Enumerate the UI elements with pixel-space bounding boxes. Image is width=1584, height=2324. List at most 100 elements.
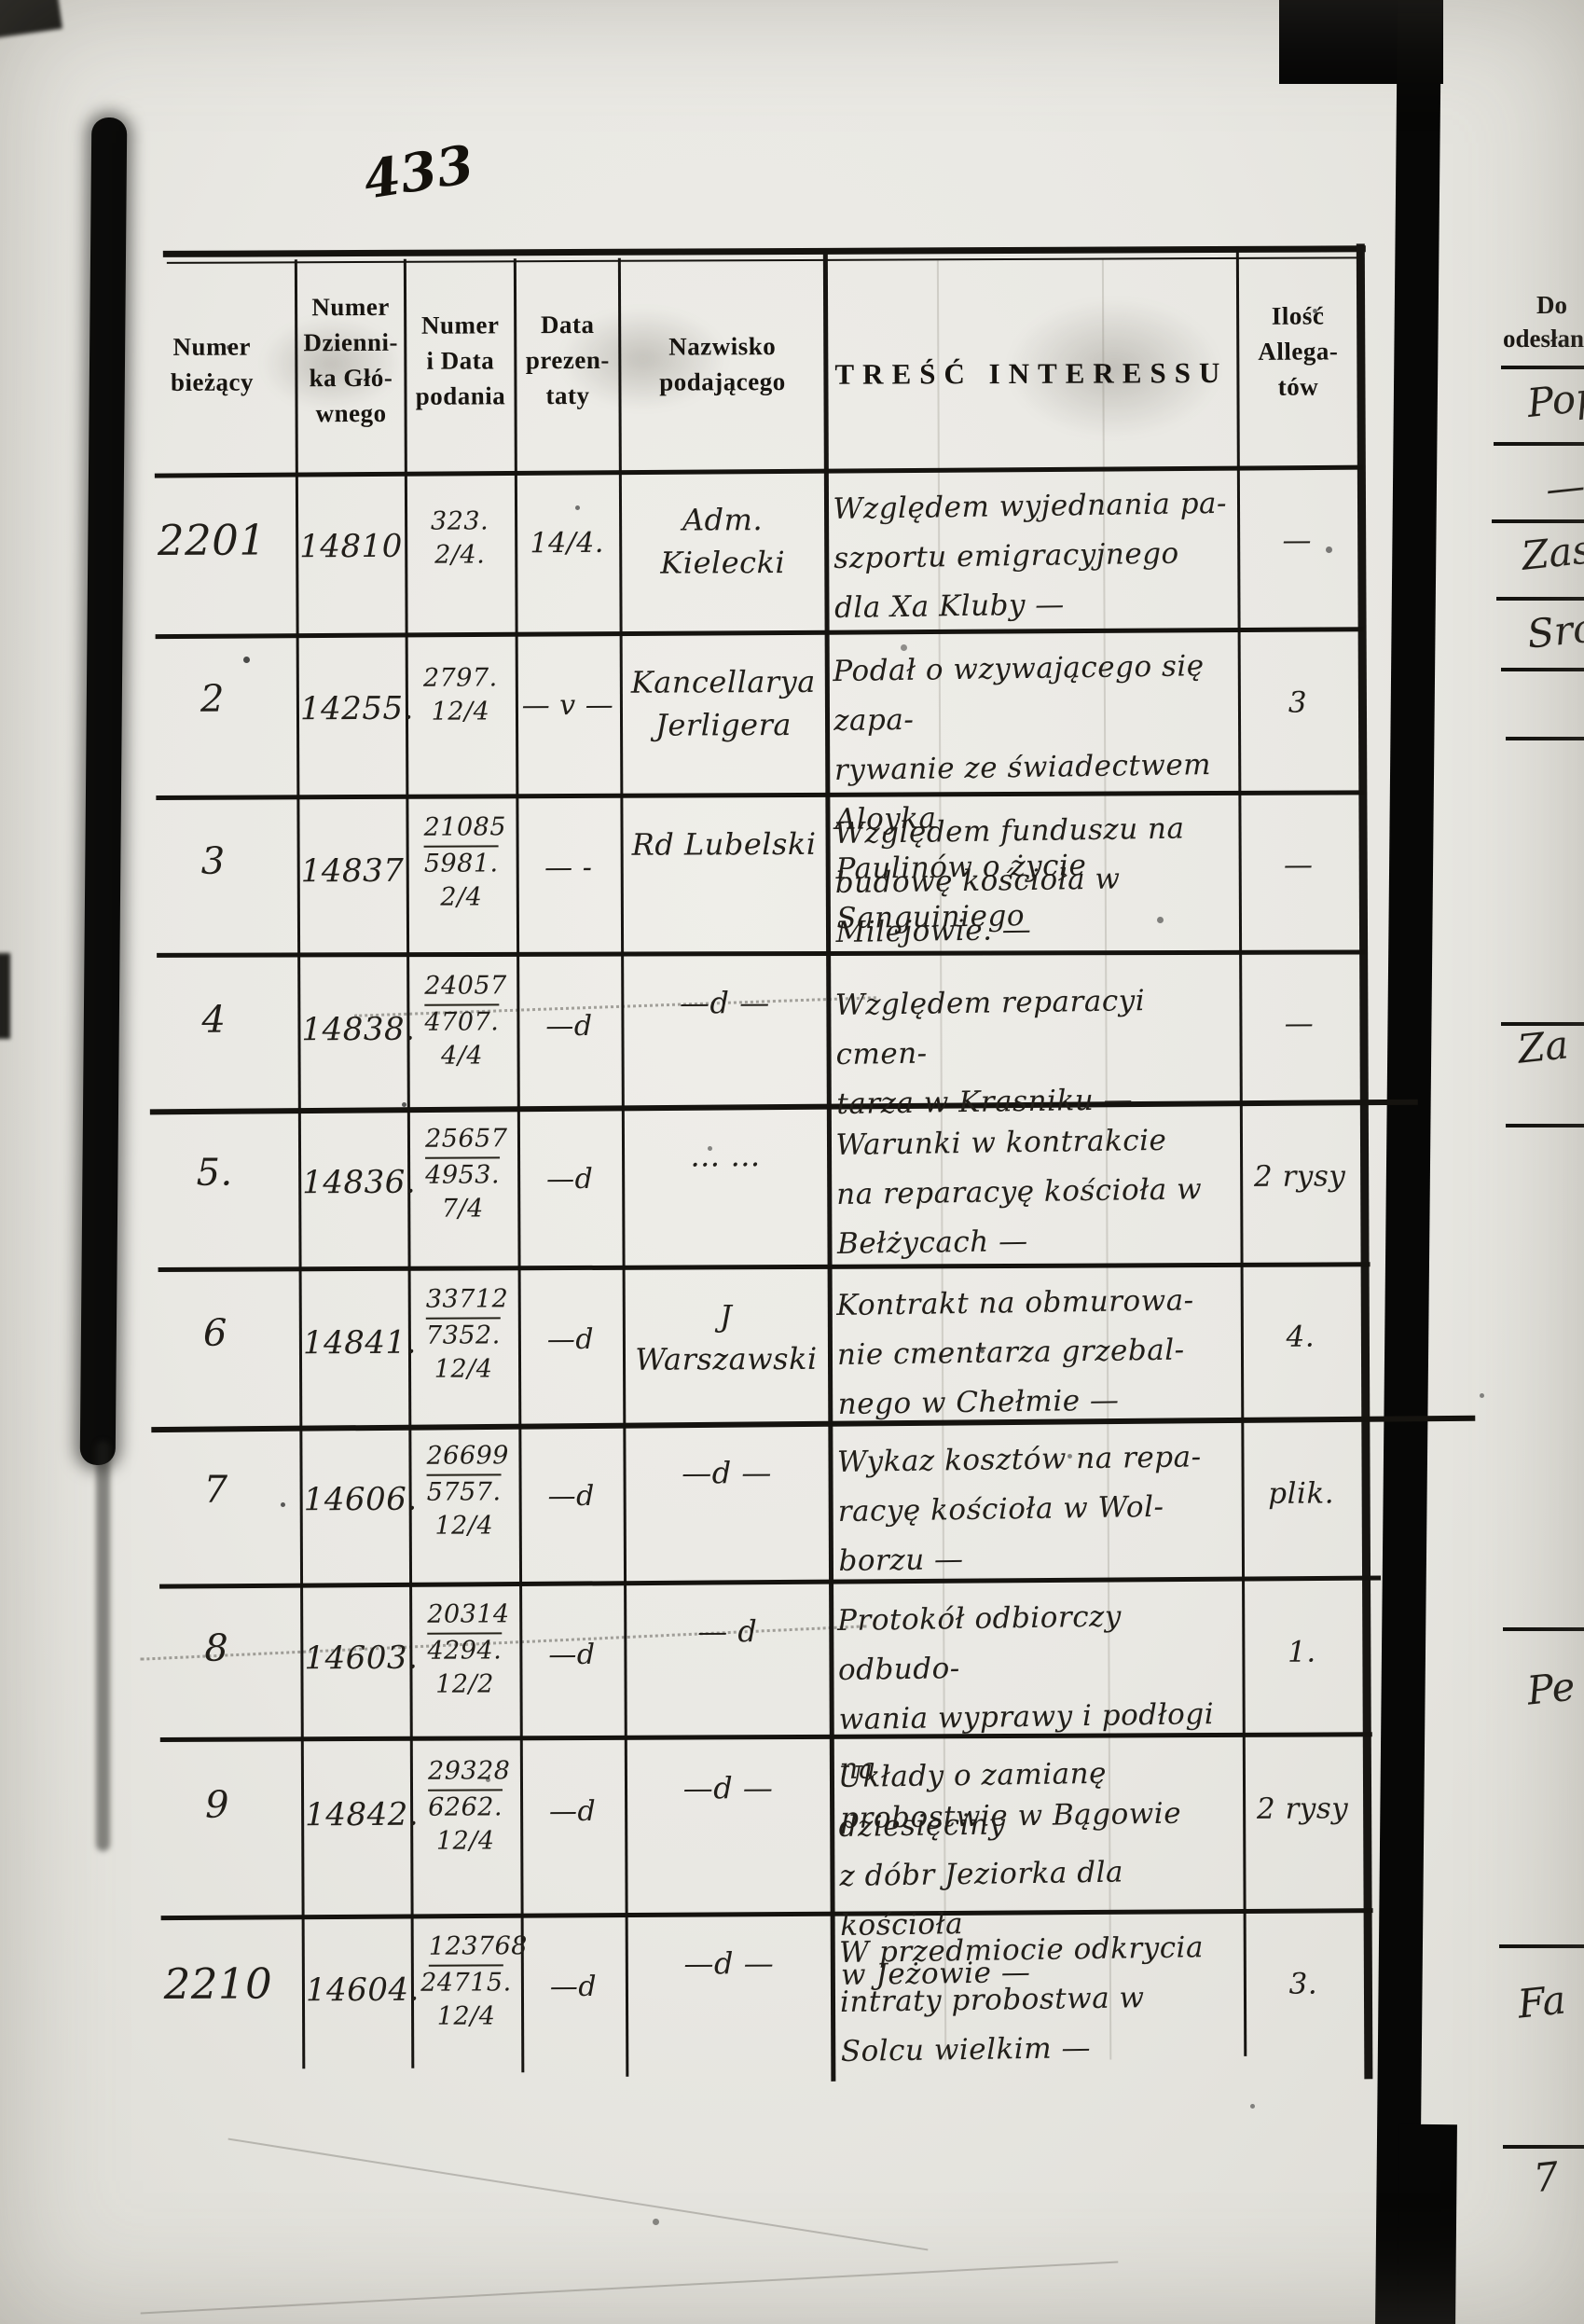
attachments-count: 2 rysy: [1253, 1159, 1346, 1194]
case-subject: W przedmiocie odkrycia intraty probostwa…: [838, 1930, 1205, 2069]
facing-rule: [1501, 366, 1584, 369]
book-gutter-shadow-tail: [96, 1441, 110, 1851]
entry-number: 3: [200, 839, 226, 883]
attachments-count: —: [1284, 1006, 1315, 1041]
submission-number-date: 21085 5981. 2/4: [407, 810, 514, 914]
case-subject: Warunki w kontrakcie na reparacyę kościo…: [835, 1123, 1203, 1262]
submission-number-line: 12/4: [434, 1354, 493, 1384]
table-row: 5. 14836. 25657 4953. 7/4 —d … … Warunki…: [1, 1110, 1584, 1275]
facing-rule: [1506, 1124, 1584, 1127]
attachments-count: 4.: [1286, 1320, 1315, 1354]
submission-number-date: 123768 24715. 12/4: [413, 1930, 528, 2033]
attachments-count: 1.: [1288, 1635, 1316, 1669]
entry-number: 2210: [163, 1958, 273, 2009]
facing-header-do: Do: [1536, 291, 1567, 319]
submitter-name: — d: [697, 1613, 758, 1650]
entry-number: 2: [200, 677, 225, 721]
facing-rule: [1506, 737, 1584, 740]
submission-number-line: 24715.: [420, 1968, 512, 1998]
table-row: 9 14842. 29328 6262. 12/4 —d —d — Układy…: [4, 1742, 1584, 1992]
table-row: 6 14841. 33712 7352. 12/4 —d J Warszawsk…: [2, 1270, 1584, 1435]
table-row: 8 14603. 20314 4294. 12/2 —d — d Protokó…: [3, 1585, 1584, 1835]
entry-number: 8: [204, 1626, 229, 1670]
presentation-date: —d: [545, 1162, 594, 1197]
submission-number-line: 5757.: [426, 1477, 502, 1507]
submission-number-date: 323. 2/4.: [406, 505, 513, 572]
submission-number-line: 26699: [426, 1439, 509, 1476]
submission-number-date: 25657 4953. 7/4: [409, 1122, 516, 1225]
submission-number-date: 2797. 12/4: [407, 661, 514, 728]
facing-rule: [1494, 442, 1584, 446]
table-row: 2210 14604. 123768 24715. 12/4 —d —d — W…: [5, 1917, 1584, 2082]
table-row: 7 14606. 26699 5757. 12/4 —d —d — Wykaz …: [2, 1427, 1584, 1592]
submission-number-line: 12/4: [434, 1511, 494, 1541]
submission-number-date: 24057 4707. 4/4: [408, 969, 515, 1072]
header-submission-number-date: Numer i Data podania: [415, 311, 506, 410]
facing-rule: [1501, 1022, 1584, 1026]
facing-header-odeslan: odesłan: [1503, 325, 1584, 353]
submission-number-line: 7/4: [441, 1194, 484, 1224]
attachments-count: 2 rysy: [1256, 1791, 1349, 1826]
presentation-date: —d: [548, 1638, 596, 1672]
header-case-subject: TREŚĆ INTERESSU: [834, 355, 1229, 391]
facing-handwriting-fragment: Pop: [1524, 373, 1584, 426]
journal-number: 14603.: [304, 1639, 419, 1678]
header-current-number: Numer bieżący: [170, 332, 254, 396]
submitter-name: Adm. Kielecki: [660, 502, 786, 581]
presentation-date: —d: [546, 1322, 595, 1357]
facing-rule: [1499, 1944, 1584, 1948]
header-main-journal-number: Numer Dzienni- ka Głó- wnego: [303, 292, 399, 428]
attachments-count: 3: [1288, 685, 1308, 720]
header-submitter-name: Nazwisko podającego: [659, 332, 786, 396]
entry-number: 6: [202, 1311, 227, 1355]
presentation-date: —d: [549, 1970, 598, 2004]
journal-number: 14255.: [299, 689, 415, 728]
submitter-name: J Warszawski: [635, 1298, 818, 1377]
entry-number: 9: [205, 1783, 230, 1827]
submission-number-line: 5981.: [423, 849, 499, 878]
journal-number: 14604.: [305, 1971, 420, 2010]
submitter-name: —d —: [682, 1770, 774, 1806]
submission-number-line: 21085: [423, 810, 506, 848]
submission-number-line: 12/4: [431, 697, 490, 726]
submission-number-line: 323.: [430, 506, 489, 536]
scan-edge-mark: [0, 953, 10, 1039]
submission-number-line: 12/2: [435, 1669, 494, 1699]
submitter-name: Rd Lubelski: [631, 825, 817, 863]
facing-handwriting-fragment: 7: [1531, 2152, 1562, 2202]
attachments-count: 3.: [1288, 1967, 1318, 2001]
facing-handwriting-fragment: —: [1543, 462, 1584, 513]
table-row: 2 14255. 2797. 12/4 — v — Kancellarya Je…: [0, 636, 1583, 935]
facing-rule: [1501, 668, 1584, 671]
submission-number-line: 33712: [425, 1282, 508, 1320]
journal-number: 14606.: [303, 1480, 418, 1519]
submitter-name: … …: [690, 1138, 761, 1174]
submission-number-line: 24057: [424, 969, 507, 1006]
table-top-border-thin: [166, 256, 1364, 264]
attachments-count: —: [1283, 848, 1314, 882]
submission-number-line: 12/4: [435, 1826, 495, 1856]
case-subject: Wykaz kosztów na repa- racyę kościoła w …: [836, 1440, 1202, 1579]
submission-number-line: 123768: [428, 1930, 528, 1967]
submission-number-date: 26699 5757. 12/4: [410, 1439, 517, 1542]
presentation-date: —d: [545, 1009, 593, 1044]
entry-number: 7: [203, 1468, 228, 1512]
submission-number-line: 12/4: [436, 2001, 496, 2031]
submission-number-line: 6262.: [428, 1792, 503, 1822]
submission-number-line: 20314: [427, 1598, 510, 1635]
table-row: 3 14837 21085 5981. 2/4 — - Rd Lubelski …: [0, 798, 1584, 963]
facing-handwriting-fragment: Sro: [1524, 604, 1584, 657]
journal-number: 14842.: [305, 1795, 420, 1834]
journal-number: 14841.: [302, 1323, 417, 1363]
submission-number-line: 4294.: [427, 1636, 503, 1666]
table-row: 2201 14810 323. 2/4. 14/4. Adm. Kielecki…: [0, 474, 1583, 639]
journal-number: 14810: [299, 527, 403, 566]
facing-handwriting-fragment: Fa: [1515, 1976, 1568, 2027]
submission-number-date: 33712 7352. 12/4: [410, 1282, 517, 1386]
submitter-name: —d —: [683, 1945, 775, 1982]
submitter-name: Kancellarya Jerligera: [630, 663, 816, 743]
entry-number: 4: [201, 998, 227, 1042]
attachments-count: plik.: [1268, 1476, 1335, 1511]
submission-number-line: 4707.: [424, 1007, 500, 1037]
